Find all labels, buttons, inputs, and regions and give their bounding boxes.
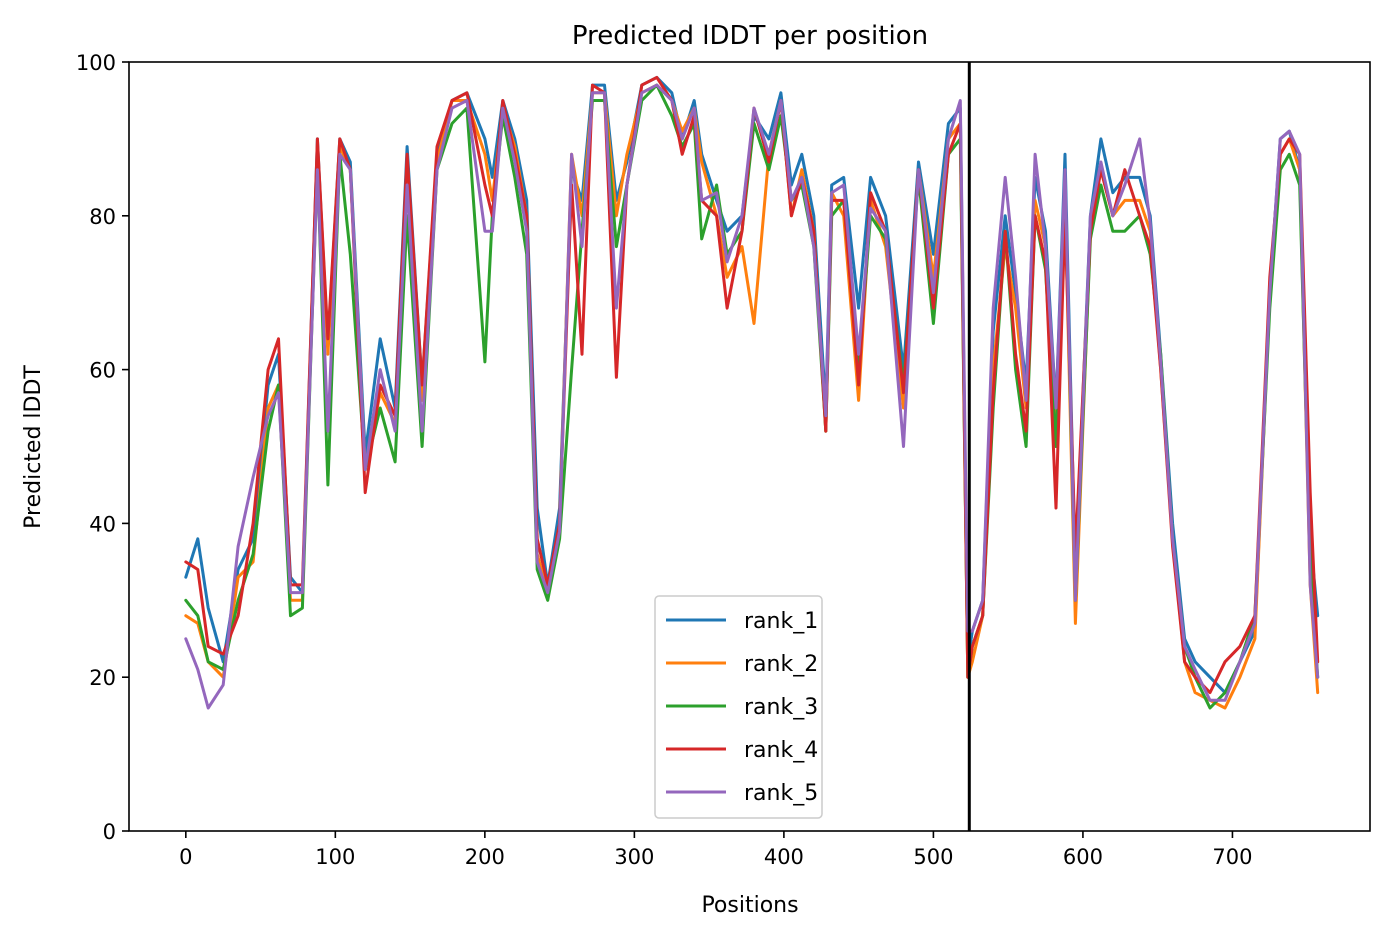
x-tick-label: 300: [614, 845, 654, 869]
x-tick-label: 600: [1063, 845, 1103, 869]
y-tick-label: 20: [89, 666, 116, 690]
y-tick-label: 60: [89, 359, 116, 383]
legend-box: [654, 595, 823, 819]
x-axis: 0 100 200 300 400 500 600 700: [179, 831, 1252, 869]
legend-label-rank-4: rank_4: [744, 738, 818, 763]
legend-label-rank-1: rank_1: [744, 609, 818, 634]
y-tick-label: 80: [89, 205, 116, 229]
chart-title: Predicted lDDT per position: [572, 21, 928, 51]
series-line-rank-1: [184, 75, 1320, 695]
y-tick-label: 100: [76, 51, 116, 75]
series-line-rank-3: [184, 83, 1320, 710]
legend-label-rank-3: rank_3: [744, 695, 818, 720]
legend: rank_1 rank_2 rank_3 rank_4 rank_5: [654, 595, 823, 819]
series-layer: [184, 75, 1320, 710]
x-tick-label: 100: [315, 845, 355, 869]
y-axis: 0 20 40 60 80 100: [76, 51, 129, 844]
y-axis-title: Predicted lDDT: [21, 365, 46, 529]
series-line-rank-5: [184, 83, 1320, 710]
x-axis-title: Positions: [701, 893, 798, 918]
y-tick-label: 0: [103, 820, 116, 844]
y-tick-label: 40: [89, 512, 116, 536]
legend-label-rank-2: rank_2: [744, 652, 818, 677]
legend-label-rank-5: rank_5: [744, 781, 818, 806]
x-tick-label: 200: [465, 845, 505, 869]
x-tick-label: 700: [1212, 845, 1252, 869]
plot-frame: [128, 61, 1371, 832]
x-tick-label: 0: [179, 845, 192, 869]
x-tick-label: 400: [764, 845, 804, 869]
x-tick-label: 500: [913, 845, 953, 869]
